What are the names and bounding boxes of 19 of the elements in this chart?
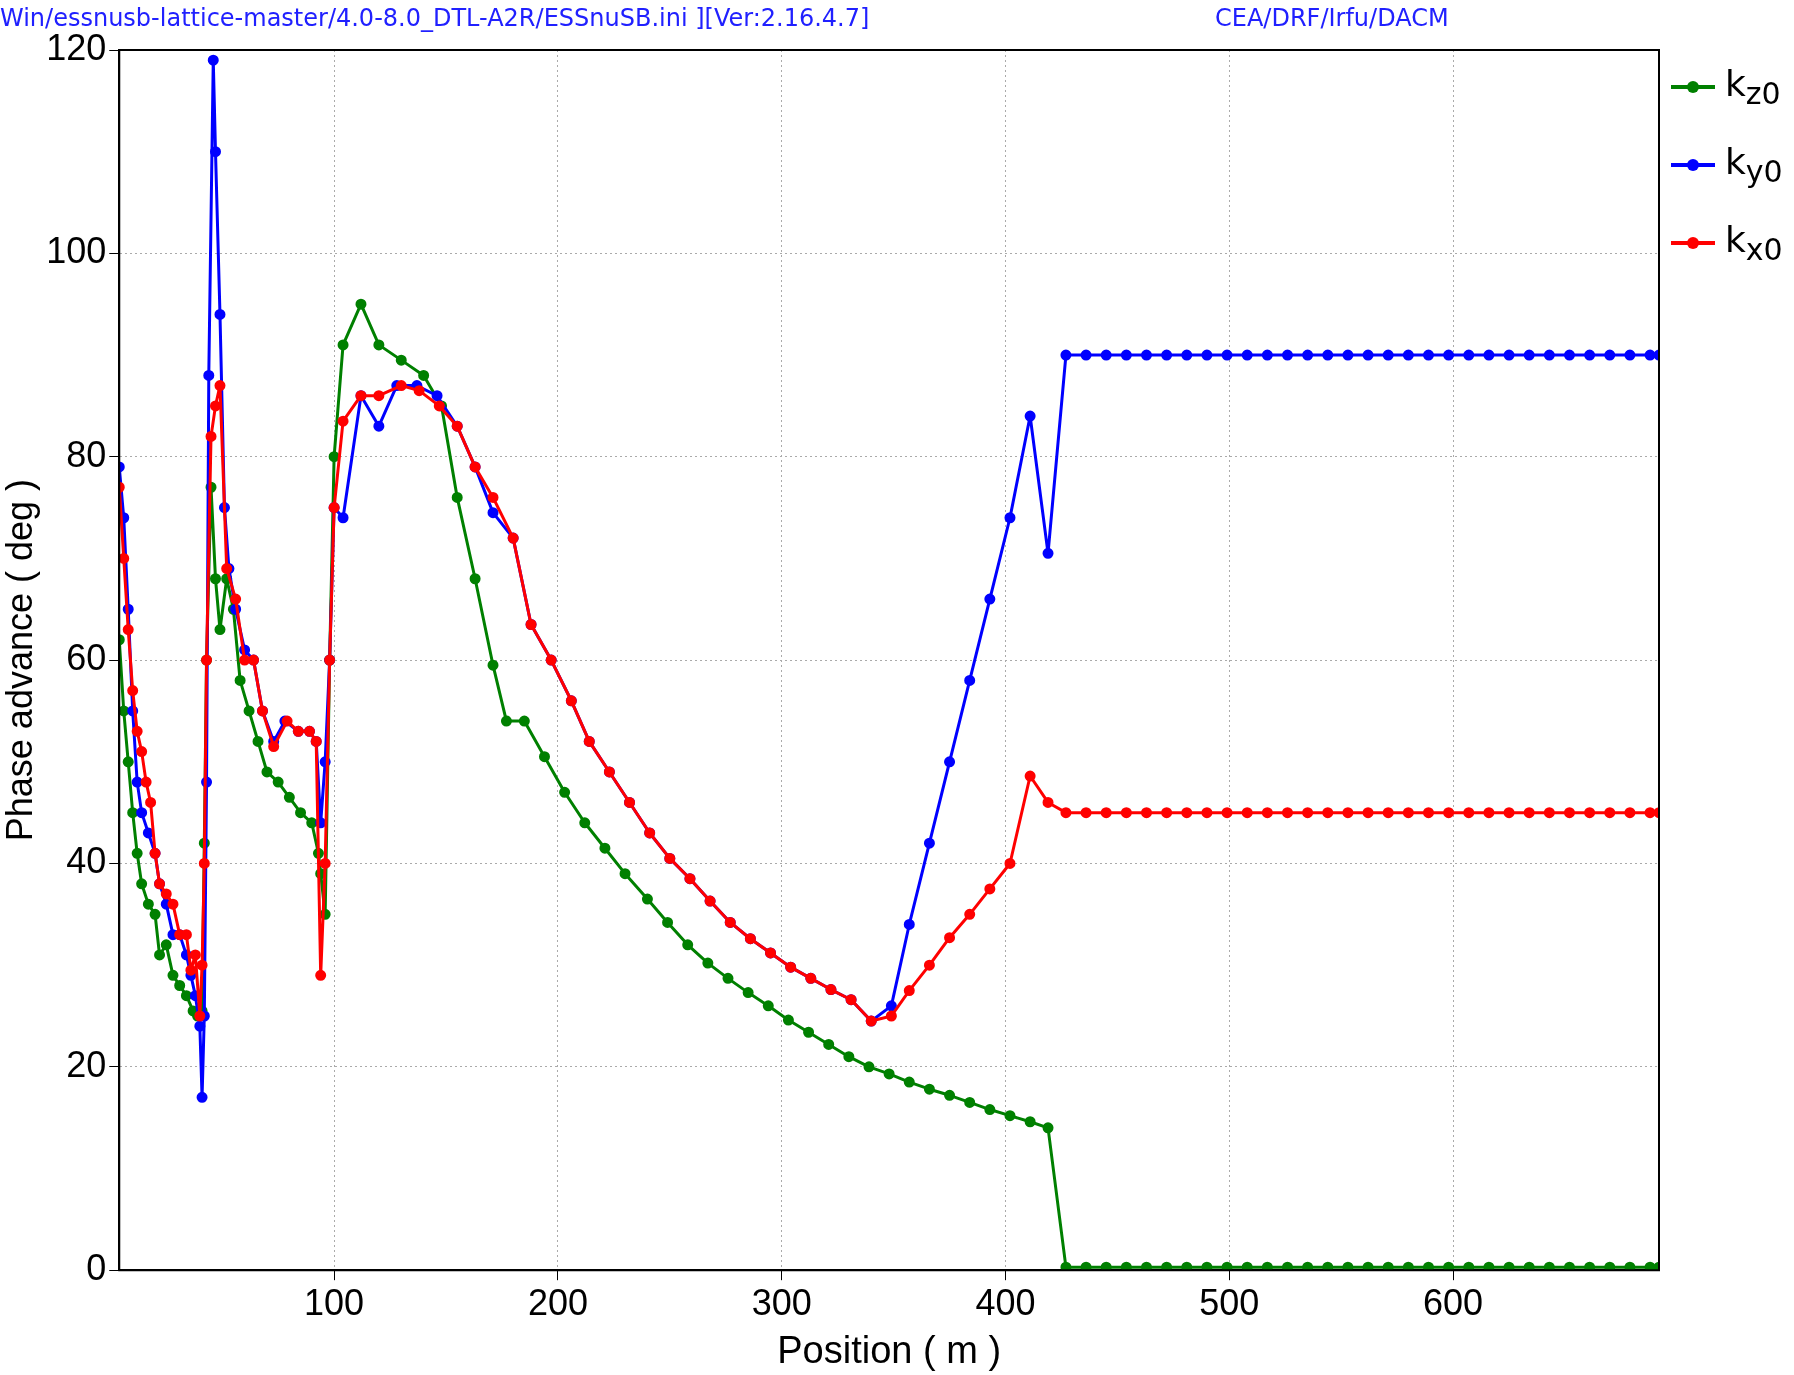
x-axis-title: Position ( m ) — [777, 1328, 1002, 1371]
legend-label: k$_{z0}$ — [1725, 62, 1781, 112]
y-tick-label: 0 — [86, 1247, 107, 1289]
y-axis-title: Phase advance ( deg ) — [0, 478, 40, 842]
legend-label: k$_{y0}$ — [1725, 140, 1783, 190]
y-tick-label: 60 — [66, 637, 107, 679]
y-tick-label: 20 — [66, 1043, 107, 1085]
x-tick-label: 400 — [975, 1281, 1036, 1323]
y-tick-label: 100 — [46, 230, 107, 272]
text: CEA/DRF/Irfu/DACM — [1215, 4, 1449, 32]
y-tick-label: 40 — [66, 840, 107, 882]
chart-title: Win/essnusb-lattice-master/4.0-8.0_DTL-A2R/ESSnuSB.ini ][Ver:2.16.4.7] — [0, 4, 870, 32]
y-tick-label: 80 — [66, 433, 107, 475]
x-tick-label: 600 — [1423, 1281, 1484, 1323]
x-tick-label: 500 — [1199, 1281, 1260, 1323]
x-tick-label: 300 — [751, 1281, 812, 1323]
x-tick-label: 100 — [304, 1281, 365, 1323]
x-tick-label: 200 — [527, 1281, 588, 1323]
legend-label: k$_{x0}$ — [1725, 218, 1783, 268]
